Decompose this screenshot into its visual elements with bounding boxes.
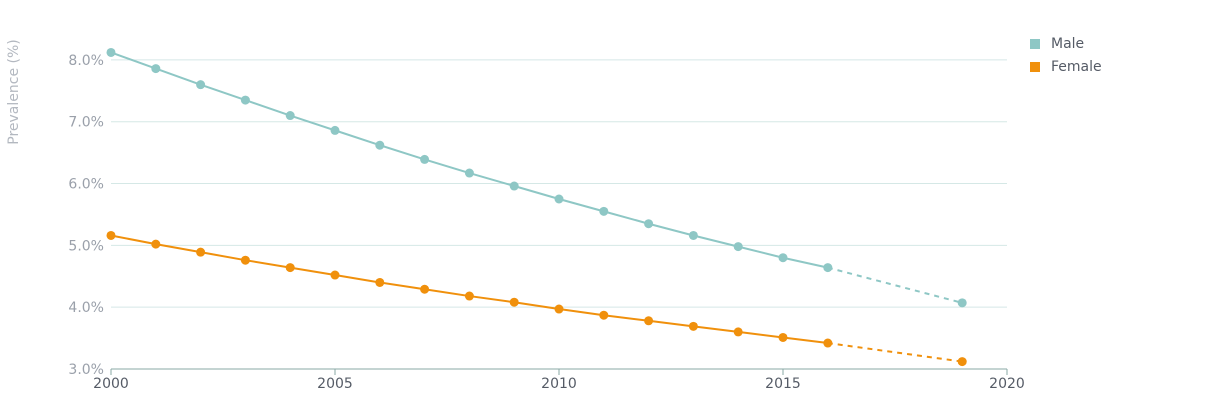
data-point-female: [151, 239, 161, 249]
y-tick-label: 8.0%: [68, 53, 104, 69]
data-point-female: [464, 291, 474, 301]
data-point-female: [106, 230, 116, 240]
y-tick-label: 6.0%: [68, 177, 104, 193]
data-point-male: [599, 206, 609, 216]
series-line-female: [110, 234, 828, 345]
legend-item-female[interactable]: Female: [1030, 55, 1102, 78]
projection-line-female: [827, 342, 963, 363]
legend-label-female: Female: [1051, 58, 1102, 75]
data-point-male: [688, 230, 698, 240]
data-point-male: [196, 80, 206, 90]
x-tick-label: 2005: [317, 376, 353, 392]
data-point-female: [644, 316, 654, 326]
x-tick-label: 2000: [93, 376, 129, 392]
y-tick-label: 3.0%: [68, 362, 104, 378]
y-axis-title: Prevalence (%): [6, 39, 22, 145]
data-point-male: [240, 95, 250, 105]
data-point-female: [509, 297, 519, 307]
chart-legend: Male Female: [1030, 32, 1102, 78]
data-point-male: [778, 253, 788, 263]
x-tick-label: 2015: [765, 376, 801, 392]
y-tick-label: 5.0%: [68, 238, 104, 254]
data-point-female: [599, 310, 609, 320]
data-point-female: [420, 284, 430, 294]
data-point-female: [375, 277, 385, 287]
data-point-male: [151, 64, 161, 74]
data-point-female: [240, 255, 250, 265]
projection-point-female: [957, 357, 967, 367]
data-point-male: [509, 181, 519, 191]
y-tick-label: 4.0%: [68, 300, 104, 316]
x-tick-label: 2010: [541, 376, 577, 392]
x-tick-label: 2020: [989, 376, 1025, 392]
data-point-male: [106, 47, 116, 57]
data-point-male: [733, 242, 743, 252]
data-point-female: [688, 321, 698, 331]
legend-swatch-female: [1030, 61, 1040, 72]
data-point-female: [823, 338, 833, 348]
projection-point-male: [957, 298, 967, 308]
legend-item-male[interactable]: Male: [1030, 32, 1102, 55]
data-point-male: [285, 111, 295, 121]
data-point-female: [330, 270, 340, 280]
data-point-male: [464, 168, 474, 178]
legend-swatch-male: [1030, 38, 1040, 49]
data-point-male: [375, 140, 385, 150]
data-point-female: [285, 263, 295, 273]
series-line-male: [110, 51, 829, 269]
data-point-female: [733, 327, 743, 337]
data-point-male: [644, 219, 654, 229]
projection-line-male: [827, 266, 963, 304]
data-point-female: [554, 304, 564, 314]
data-point-male: [330, 125, 340, 135]
data-point-male: [554, 194, 564, 204]
legend-label-male: Male: [1051, 35, 1085, 52]
data-point-female: [778, 332, 788, 342]
data-point-female: [196, 247, 206, 257]
data-point-male: [823, 263, 833, 273]
data-point-male: [420, 154, 430, 164]
y-tick-label: 7.0%: [68, 115, 104, 131]
